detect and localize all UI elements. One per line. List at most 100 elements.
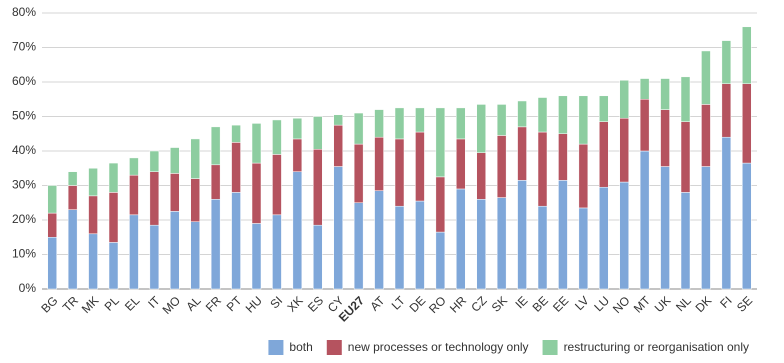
bar-segment (721, 40, 732, 84)
x-tick-label: PL (102, 293, 123, 314)
x-tick-label: NL (673, 293, 694, 314)
bar-segment (517, 100, 527, 128)
bar-segment (88, 168, 98, 197)
x-tick-label: LU (591, 293, 612, 314)
bar-segment (292, 117, 303, 140)
y-tick-label: 50% (12, 109, 36, 123)
x-tick-label: EL (122, 293, 143, 314)
bar-segment (435, 231, 446, 290)
bar-segment (272, 154, 282, 216)
bar-segment (170, 147, 180, 174)
x-tick-label: AL (183, 293, 204, 314)
bar-segment (496, 197, 507, 290)
bar-segment (374, 136, 384, 191)
bar-segment (639, 78, 650, 100)
y-tick-label: 60% (12, 74, 36, 88)
bar-segment (210, 126, 221, 166)
bar-segment (742, 162, 752, 290)
x-tick-label: SI (267, 293, 285, 311)
bar-segment (313, 116, 323, 150)
bar-segment (496, 104, 507, 136)
bar-segment (272, 119, 282, 155)
bar-segment (47, 185, 57, 214)
y-tick-label: 70% (12, 40, 36, 54)
bar-segment (680, 76, 691, 122)
bar-segment (394, 138, 405, 207)
legend-swatch (542, 340, 558, 355)
bar-segment (660, 166, 670, 290)
bar-segment (415, 200, 425, 290)
bar-segment (619, 181, 629, 290)
bar-segment (578, 95, 589, 145)
x-tick-label: PT (224, 293, 245, 314)
x-tick-label: EE (550, 293, 571, 314)
bar-segment (599, 95, 609, 122)
bar-segment (333, 124, 343, 167)
y-tick-label: 40% (12, 143, 36, 157)
bar-segment (231, 124, 241, 143)
bar-segment (456, 107, 466, 140)
bar-segment (149, 171, 160, 226)
bar-segment (129, 157, 139, 176)
bar-segment (639, 150, 650, 290)
bar-segment (701, 104, 711, 167)
bar-segment (88, 233, 98, 290)
x-tick-label: LV (572, 293, 592, 313)
bar-segment (415, 131, 425, 202)
x-tick-label: MO (160, 293, 184, 317)
bar-segment (599, 186, 609, 290)
bar-segment (129, 174, 139, 216)
x-tick-label: DE (407, 293, 429, 315)
bar-segment (660, 78, 670, 110)
y-tick-label: 10% (12, 247, 36, 261)
bar-segment (680, 192, 691, 290)
bar-segment (129, 214, 139, 290)
bar-segment (456, 138, 466, 190)
x-tick-label: TR (60, 293, 81, 314)
x-tick-label: DK (693, 293, 715, 315)
bar-segment (742, 26, 752, 84)
bar-segment (435, 107, 446, 178)
legend-swatch (268, 340, 284, 355)
bar-segment (517, 126, 527, 181)
x-tick-label: SE (734, 293, 755, 314)
bar-segment (353, 143, 364, 204)
x-tick-label: FI (717, 293, 734, 310)
bar-segment (333, 166, 343, 290)
legend-label: new processes or technology only (348, 340, 529, 354)
bar-segment (374, 190, 384, 290)
legend-swatch (326, 340, 342, 355)
bar-segment (537, 205, 548, 290)
bar-segment (313, 224, 323, 290)
bar-segment (476, 199, 486, 290)
bar-segment (190, 178, 200, 222)
bar-segment (619, 80, 629, 119)
bar-segment (67, 209, 78, 290)
bar-segment (415, 107, 425, 133)
bar-segment (333, 114, 343, 126)
x-tick-label: HR (447, 293, 469, 315)
x-tick-label: ES (305, 293, 326, 314)
bar-segment (374, 109, 384, 138)
bar-segment (517, 180, 527, 290)
bar-segment (108, 242, 119, 290)
bar-segment (251, 123, 262, 164)
bar-segment (251, 223, 262, 290)
bar-segment (537, 97, 548, 133)
bar-segment (190, 221, 200, 290)
x-tick-label: UK (652, 293, 674, 315)
x-tick-label: RO (426, 293, 449, 316)
bar-segment (721, 83, 732, 138)
x-tick-label: LT (389, 293, 409, 313)
x-tick-label: BG (38, 293, 60, 315)
y-tick-label: 30% (12, 178, 36, 192)
bar-segment (292, 171, 303, 290)
bar-segment (476, 152, 486, 200)
bar-segment (149, 150, 160, 172)
x-tick-label: SK (489, 293, 510, 314)
x-tick-label: FR (203, 293, 224, 314)
bar-segment (456, 188, 466, 290)
bar-segment (353, 202, 364, 290)
